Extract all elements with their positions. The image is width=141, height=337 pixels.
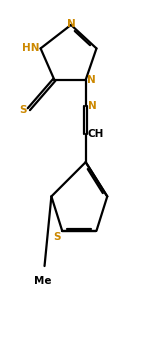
Text: N: N [67, 19, 75, 29]
Text: N: N [87, 75, 95, 85]
Text: S: S [54, 232, 61, 242]
Text: S: S [19, 105, 27, 115]
Text: N: N [88, 101, 96, 111]
Text: CH: CH [88, 129, 104, 139]
Text: Me: Me [34, 276, 51, 286]
Text: HN: HN [22, 43, 40, 53]
